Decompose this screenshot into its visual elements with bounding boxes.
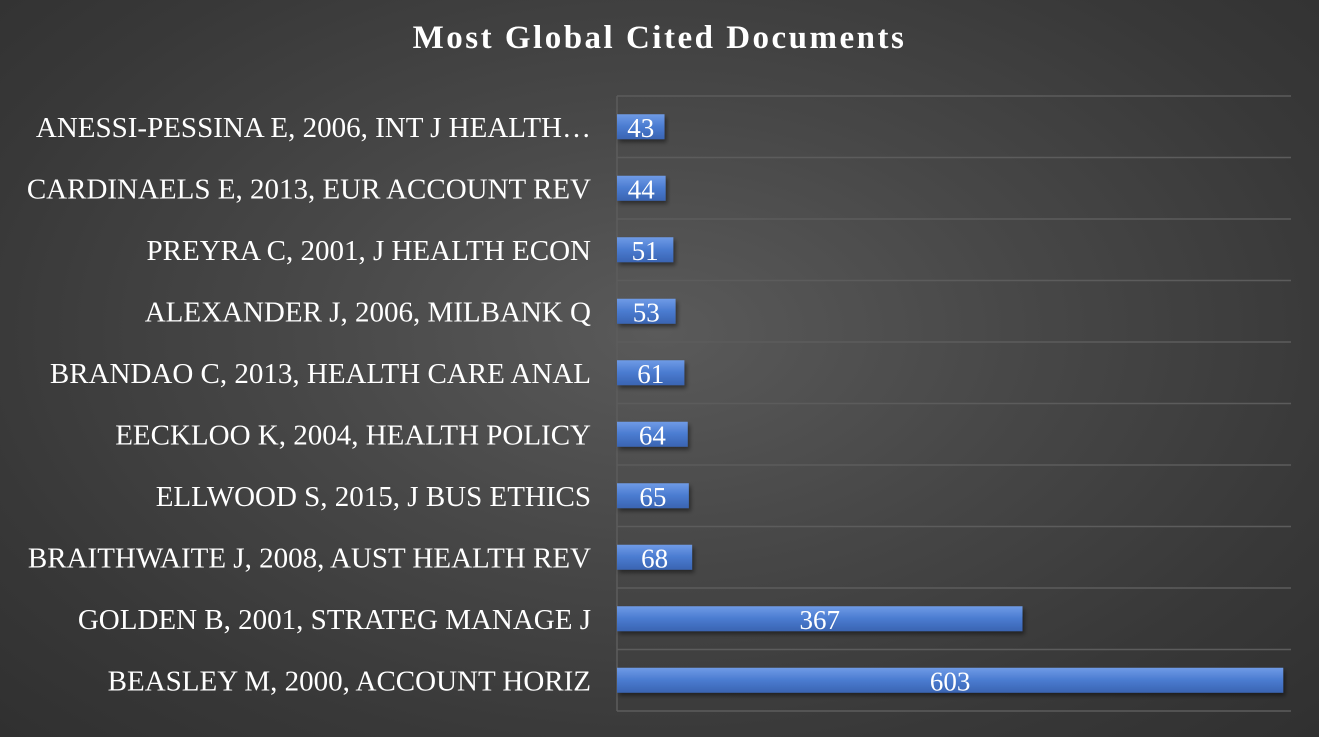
bar bbox=[617, 421, 688, 447]
bar bbox=[617, 667, 1284, 693]
data-label: 51 bbox=[632, 236, 659, 266]
grid-lines bbox=[616, 95, 1291, 712]
category-label: GOLDEN B, 2001, STRATEG MANAGE J bbox=[78, 604, 591, 636]
bar bbox=[617, 175, 666, 201]
data-label: 68 bbox=[641, 543, 668, 573]
bars bbox=[617, 114, 1284, 693]
category-label: ALEXANDER J, 2006, MILBANK Q bbox=[145, 296, 591, 328]
chart-title: Most Global Cited Documents bbox=[412, 20, 907, 56]
category-label: BRAITHWAITE J, 2008, AUST HEALTH REV bbox=[28, 542, 591, 574]
bar bbox=[617, 237, 674, 263]
data-label: 53 bbox=[633, 297, 660, 327]
bar bbox=[617, 544, 693, 570]
data-label: 64 bbox=[639, 420, 667, 450]
data-label: 367 bbox=[800, 605, 841, 635]
category-label: BRANDAO C, 2013, HEALTH CARE ANAL bbox=[50, 358, 591, 390]
data-label: 43 bbox=[627, 113, 654, 143]
category-label: PREYRA C, 2001, J HEALTH ECON bbox=[147, 235, 592, 267]
category-label: EECKLOO K, 2004, HEALTH POLICY bbox=[115, 419, 591, 451]
category-label: BEASLEY M, 2000, ACCOUNT HORIZ bbox=[108, 665, 591, 697]
data-labels: 43 44 51 53 61 64 65 68 367 603 bbox=[627, 113, 970, 697]
bar bbox=[617, 114, 665, 140]
bar bbox=[617, 360, 685, 386]
data-label: 603 bbox=[930, 666, 971, 696]
bar bbox=[617, 483, 689, 509]
category-label: CARDINAELS E, 2013, EUR ACCOUNT REV bbox=[27, 173, 591, 205]
data-label: 61 bbox=[637, 359, 664, 389]
data-label: 65 bbox=[639, 482, 666, 512]
data-label: 44 bbox=[628, 174, 656, 204]
category-label: ANESSI-PESSINA E, 2006, INT J HEALTH… bbox=[36, 112, 591, 144]
category-label: ELLWOOD S, 2015, J BUS ETHICS bbox=[156, 481, 591, 513]
bar bbox=[617, 606, 1023, 632]
bar bbox=[617, 298, 676, 324]
category-labels: ANESSI-PESSINA E, 2006, INT J HEALTH… CAR… bbox=[27, 112, 591, 698]
